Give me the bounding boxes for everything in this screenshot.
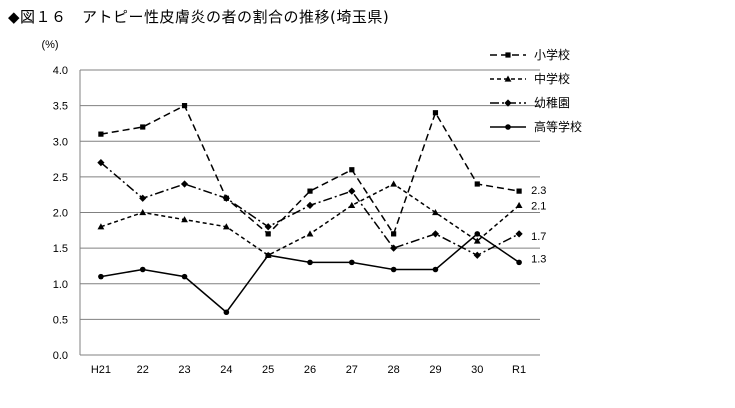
data-point bbox=[306, 201, 314, 209]
data-point bbox=[432, 110, 439, 116]
data-point bbox=[306, 230, 314, 237]
axes: 0.0 0.5 1.0 1.5 2.0 2.5 3.0 3.5 4.0 (%) H21 22 23 24 2… bbox=[41, 39, 526, 376]
data-point bbox=[473, 237, 481, 244]
y-tick-label: 1.0 bbox=[53, 279, 68, 291]
series-小学校: 2.3 bbox=[98, 103, 546, 237]
data-point bbox=[307, 188, 313, 194]
legend-marker bbox=[504, 99, 512, 107]
legend-item: 幼稚園 bbox=[490, 96, 570, 110]
x-tick-label: 22 bbox=[137, 364, 149, 376]
data-point bbox=[307, 259, 313, 266]
data-point bbox=[349, 259, 355, 266]
data-point bbox=[474, 181, 480, 187]
data-point bbox=[432, 266, 439, 273]
x-tick-label: 23 bbox=[178, 364, 190, 376]
y-tick-label: 2.0 bbox=[53, 208, 68, 220]
data-point bbox=[264, 223, 272, 231]
data-point bbox=[390, 180, 398, 187]
x-tick-label: 29 bbox=[429, 364, 441, 376]
data-point bbox=[516, 188, 522, 194]
grid-lines bbox=[80, 69, 540, 356]
legend-marker bbox=[505, 124, 511, 130]
series-line bbox=[100, 104, 520, 236]
data-point bbox=[516, 259, 522, 266]
data-point bbox=[98, 273, 104, 280]
data-point bbox=[97, 223, 105, 230]
legend-label: 幼稚園 bbox=[534, 96, 570, 110]
series-幼稚園: 1.7 bbox=[97, 159, 546, 259]
legend-item: 中学校 bbox=[490, 71, 570, 86]
legend-label: 中学校 bbox=[534, 71, 570, 86]
data-point bbox=[139, 194, 147, 202]
data-point bbox=[98, 131, 104, 137]
y-tick-label: 0.5 bbox=[53, 314, 68, 326]
legend-item: 高等学校 bbox=[490, 119, 582, 134]
y-tick-label: 2.5 bbox=[53, 172, 68, 184]
series-高等学校: 1.3 bbox=[98, 231, 546, 316]
y-tick-label: 3.0 bbox=[53, 136, 68, 148]
x-tick-label: 25 bbox=[262, 364, 274, 376]
data-point bbox=[515, 230, 523, 238]
data-point bbox=[181, 273, 188, 280]
series-line bbox=[100, 232, 520, 314]
data-point bbox=[97, 159, 105, 167]
legend-marker bbox=[505, 52, 511, 58]
y-tick-label: 1.5 bbox=[53, 243, 68, 255]
data-point bbox=[180, 180, 189, 188]
legend-item: 小学校 bbox=[490, 47, 570, 62]
data-point bbox=[140, 124, 146, 130]
data-point bbox=[223, 309, 230, 316]
end-value-label: 2.3 bbox=[531, 185, 546, 197]
y-tick-label: 3.5 bbox=[53, 101, 68, 113]
series-中学校: 2.1 bbox=[97, 180, 546, 258]
data-point bbox=[139, 209, 147, 216]
data-point bbox=[265, 252, 271, 259]
end-value-label: 2.1 bbox=[531, 200, 546, 212]
x-tick-label: 24 bbox=[220, 364, 232, 376]
legend-label: 小学校 bbox=[534, 47, 570, 62]
data-point bbox=[390, 266, 397, 273]
data-point bbox=[139, 266, 146, 273]
data-point bbox=[222, 194, 230, 202]
series-lines: 2.3 2.1 1.7 1.3 bbox=[97, 103, 546, 316]
legend-label: 高等学校 bbox=[534, 119, 582, 134]
data-point bbox=[349, 167, 355, 173]
x-tick-label: R1 bbox=[512, 364, 526, 376]
data-point bbox=[431, 230, 440, 238]
data-point bbox=[515, 201, 523, 208]
data-point bbox=[348, 201, 356, 208]
data-point bbox=[348, 187, 356, 195]
data-point bbox=[222, 223, 230, 230]
x-tick-label: 28 bbox=[388, 364, 400, 376]
data-point bbox=[391, 231, 397, 237]
data-point bbox=[181, 216, 188, 223]
x-tick-label: H21 bbox=[91, 364, 111, 376]
end-value-label: 1.3 bbox=[531, 253, 546, 265]
data-point bbox=[265, 231, 271, 237]
x-tick-label: 27 bbox=[346, 364, 358, 376]
y-axis-label: (%) bbox=[41, 39, 58, 51]
x-tick-label: 30 bbox=[471, 364, 483, 376]
data-point bbox=[390, 244, 398, 252]
chart-title: ◆図１６ アトピー性皮膚炎の者の割合の推移(埼玉県) bbox=[8, 8, 390, 26]
series-line bbox=[100, 183, 520, 257]
data-point bbox=[432, 209, 439, 216]
end-value-label: 1.7 bbox=[531, 231, 546, 243]
data-point bbox=[473, 251, 481, 259]
legend-marker bbox=[504, 75, 512, 82]
y-tick-label: 0.0 bbox=[53, 350, 68, 362]
data-point bbox=[181, 103, 188, 109]
data-point bbox=[474, 231, 481, 237]
x-tick-label: 26 bbox=[304, 364, 316, 376]
y-tick-label: 4.0 bbox=[53, 65, 68, 77]
